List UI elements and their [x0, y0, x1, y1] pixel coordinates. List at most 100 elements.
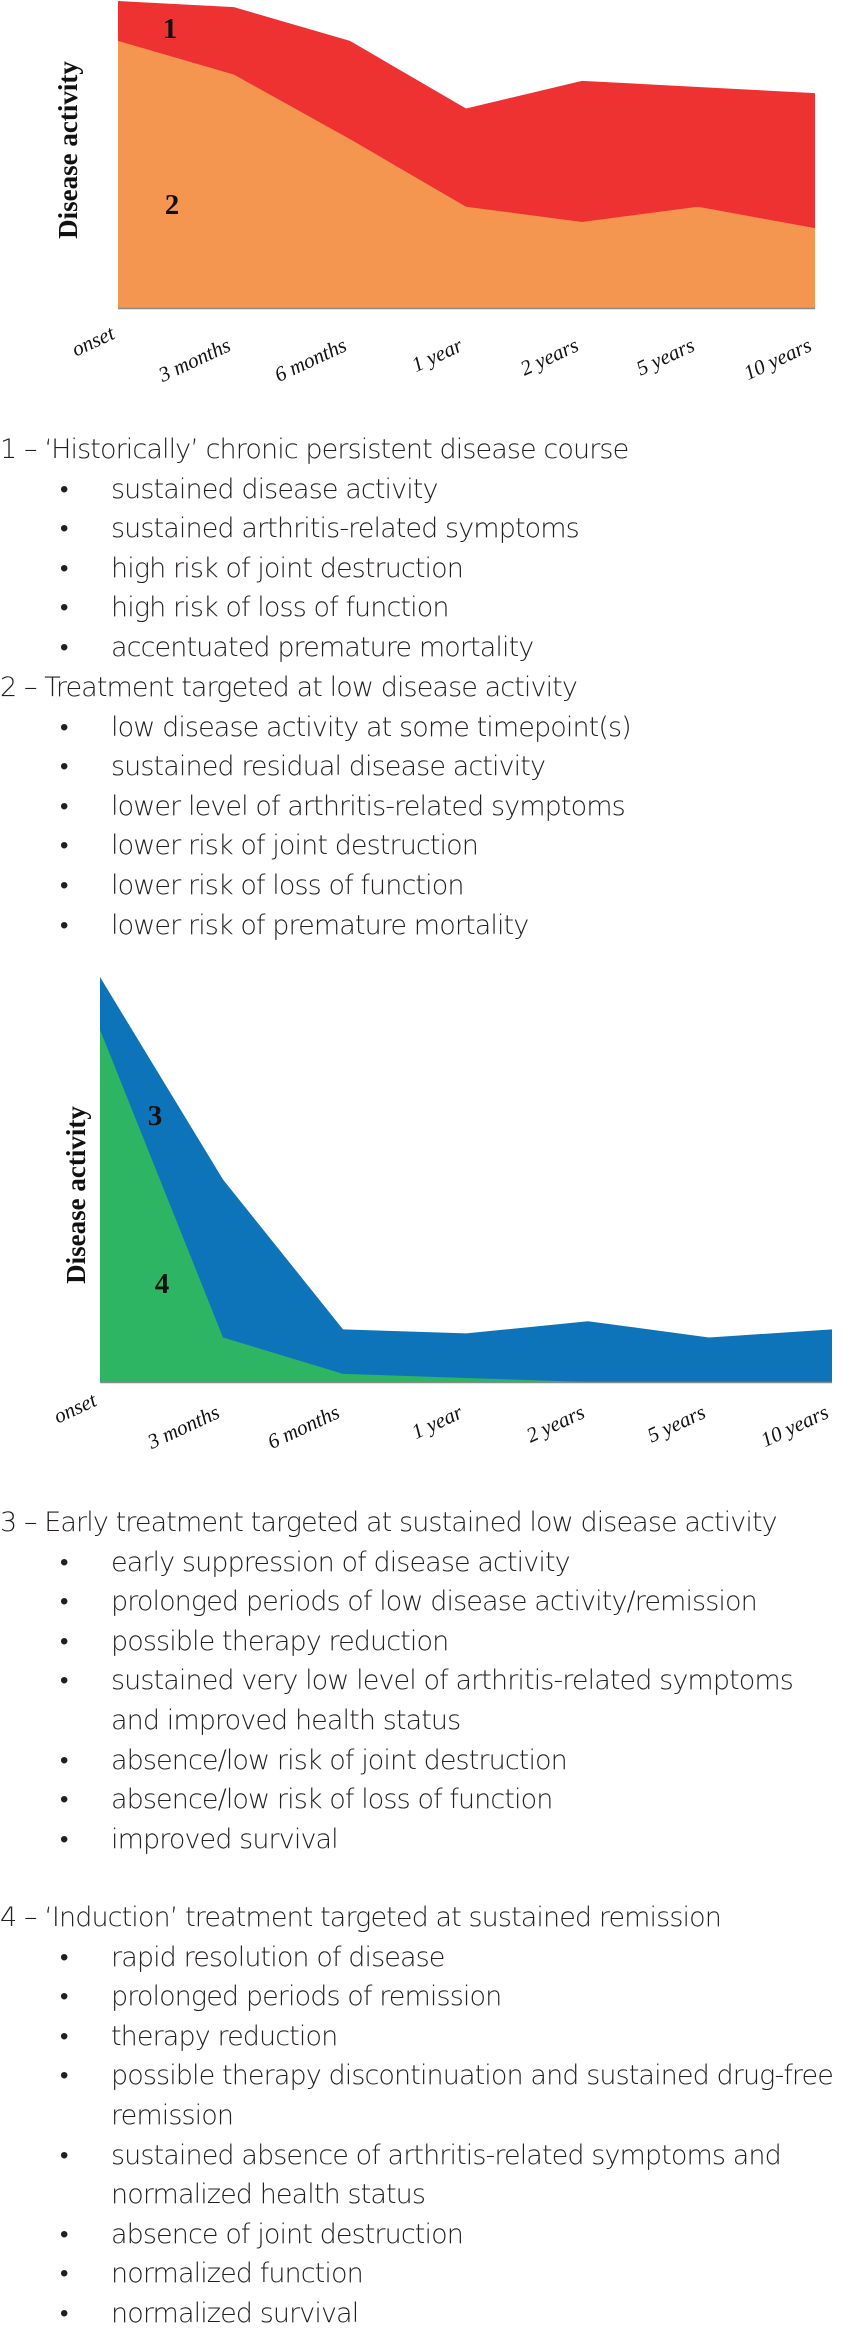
- bullet-icon: •: [60, 1785, 68, 1814]
- bullet-list: • early suppression of disease activity • p…: [0, 1543, 859, 1860]
- list-item: • rapid resolution of disease: [0, 1938, 859, 1978]
- y-axis-label: Disease activity: [53, 61, 83, 239]
- list-item: • sustained absence of arthritis-related …: [0, 2136, 859, 2215]
- x-tick-label: onset: [50, 1387, 101, 1428]
- x-tick-label: onset: [68, 320, 119, 361]
- series-label-2: 2: [165, 189, 180, 221]
- list-item: • accentuated premature mortality: [0, 628, 859, 668]
- legend-section-1: 1 – ‘Historically’ chronic persistent di…: [0, 430, 859, 668]
- chart-early-treatment-course: Disease activity onset 3 months 6 months 1 …: [50, 977, 832, 1454]
- list-item: • normalized function: [0, 2254, 859, 2294]
- bullet-icon: •: [60, 2259, 68, 2288]
- x-tick-label: 2 years: [522, 1400, 588, 1448]
- list-item: • early suppression of disease activity: [0, 1543, 859, 1583]
- bullet-icon: •: [60, 1824, 68, 1853]
- list-item-text: early suppression of disease activity: [111, 1546, 571, 1578]
- x-tick-label: 6 months: [271, 333, 350, 387]
- series-label-1: 1: [163, 13, 178, 45]
- bullet-icon: •: [60, 1626, 68, 1655]
- area-series-3: [100, 977, 832, 1382]
- list-item-text: absence of joint destruction: [111, 2218, 464, 2250]
- bullet-icon: •: [60, 2021, 68, 2050]
- list-item-text: lower level of arthritis-related symptom…: [111, 790, 626, 822]
- section-heading: 4 – ‘Induction’ treatment targeted at su…: [0, 1902, 722, 1933]
- list-item: • lower risk of loss of function: [0, 866, 859, 906]
- section-heading: 2 – Treatment targeted at low disease ac…: [0, 672, 578, 703]
- section-heading: 1 – ‘Historically’ chronic persistent di…: [0, 434, 629, 465]
- bullet-icon: •: [60, 2298, 68, 2327]
- section-heading: 3 – Early treatment targeted at sustaine…: [0, 1507, 778, 1538]
- bullet-icon: •: [60, 752, 68, 781]
- list-item-text: high risk of loss of function: [111, 592, 449, 624]
- bullet-list: • low disease activity at some timepoint(…: [0, 708, 859, 946]
- list-item-text: sustained residual disease activity: [111, 751, 546, 783]
- list-item-text: rapid resolution of disease: [111, 1941, 445, 1973]
- bullet-icon: •: [60, 2061, 68, 2090]
- bullet-icon: •: [60, 593, 68, 622]
- bullet-icon: •: [60, 791, 68, 820]
- bullet-icon: •: [60, 1942, 68, 1971]
- chart-conventional-course: Disease activity onset 3 months 6 months 1 …: [53, 1, 815, 387]
- list-item: • sustained arthritis-related symptoms: [0, 509, 859, 549]
- list-item-text: sustained disease activity: [111, 473, 438, 505]
- list-item: • lower level of arthritis-related sympto…: [0, 787, 859, 827]
- bullet-icon: •: [60, 553, 68, 582]
- list-item: • high risk of loss of function: [0, 588, 859, 628]
- list-item-text: absence/low risk of loss of function: [111, 1784, 553, 1816]
- list-item: • low disease activity at some timepoint(…: [0, 708, 859, 748]
- list-item-text: improved survival: [111, 1823, 339, 1855]
- list-item: • sustained very low level of arthritis-r…: [0, 1661, 859, 1740]
- x-tick-label: 2 years: [516, 333, 582, 381]
- list-item: • therapy reduction: [0, 2017, 859, 2057]
- list-item-text: sustained absence of arthritis-related s…: [111, 2139, 782, 2211]
- bullet-list: • sustained disease activity • sustained ar…: [0, 470, 859, 668]
- x-tick-label: 10 years: [757, 1400, 832, 1452]
- bullet-icon: •: [60, 1745, 68, 1774]
- x-tick-label: 6 months: [264, 1400, 343, 1454]
- list-item-text: normalized survival: [111, 2297, 359, 2329]
- bullet-icon: •: [60, 632, 68, 661]
- list-item: • lower risk of joint destruction: [0, 826, 859, 866]
- list-item-text: sustained very low level of arthritis-re…: [111, 1665, 794, 1736]
- legend-section-4: 4 – ‘Induction’ treatment targeted at su…: [0, 1898, 859, 2334]
- x-tick-label: 5 years: [632, 333, 698, 381]
- legend-section-2: 2 – Treatment targeted at low disease ac…: [0, 668, 859, 945]
- list-item: • improved survival: [0, 1820, 859, 1860]
- list-item-text: sustained arthritis-related symptoms: [111, 513, 580, 545]
- series-label-3: 3: [148, 1100, 163, 1132]
- list-item-text: lower risk of premature mortality: [111, 909, 529, 941]
- bullet-list: • rapid resolution of disease • prolonged p…: [0, 1938, 859, 2334]
- list-item: • absence of joint destruction: [0, 2215, 859, 2255]
- list-item: • possible therapy reduction: [0, 1622, 859, 1662]
- bullet-icon: •: [60, 514, 68, 543]
- list-item-text: lower risk of loss of function: [111, 869, 464, 901]
- bullet-icon: •: [60, 2219, 68, 2248]
- list-item: • lower risk of premature mortality: [0, 906, 859, 946]
- bullet-icon: •: [60, 1982, 68, 2011]
- bullet-icon: •: [60, 1587, 68, 1616]
- list-item-text: possible therapy reduction: [111, 1625, 449, 1657]
- x-tick-label: 5 years: [643, 1400, 709, 1448]
- list-item-text: accentuated premature mortality: [111, 631, 534, 663]
- area-series-4: [100, 1029, 832, 1382]
- list-item: • absence/low risk of loss of function: [0, 1780, 859, 1820]
- legend-section-3: 3 – Early treatment targeted at sustaine…: [0, 1503, 859, 1859]
- x-tick-label: 3 months: [143, 1400, 223, 1454]
- bullet-icon: •: [60, 2140, 68, 2169]
- list-item-text: low disease activity at some timepoint(s…: [111, 711, 632, 743]
- bullet-icon: •: [60, 910, 68, 939]
- list-item-text: high risk of joint destruction: [111, 552, 464, 584]
- list-item: • high risk of joint destruction: [0, 549, 859, 589]
- list-item: • possible therapy discontinuation and su…: [0, 2056, 859, 2135]
- list-item-text: absence/low risk of joint destruction: [111, 1744, 568, 1776]
- list-item: • prolonged periods of low disease activi…: [0, 1582, 859, 1622]
- bullet-icon: •: [60, 870, 68, 899]
- list-item: • sustained disease activity: [0, 470, 859, 510]
- bullet-icon: •: [60, 712, 68, 741]
- list-item-text: prolonged periods of remission: [111, 1981, 502, 2013]
- list-item-text: prolonged periods of low disease activit…: [111, 1586, 758, 1618]
- bullet-icon: •: [60, 474, 68, 503]
- bullet-icon: •: [60, 831, 68, 860]
- x-tick-label: 10 years: [740, 333, 815, 385]
- area-series-2: [118, 40, 815, 308]
